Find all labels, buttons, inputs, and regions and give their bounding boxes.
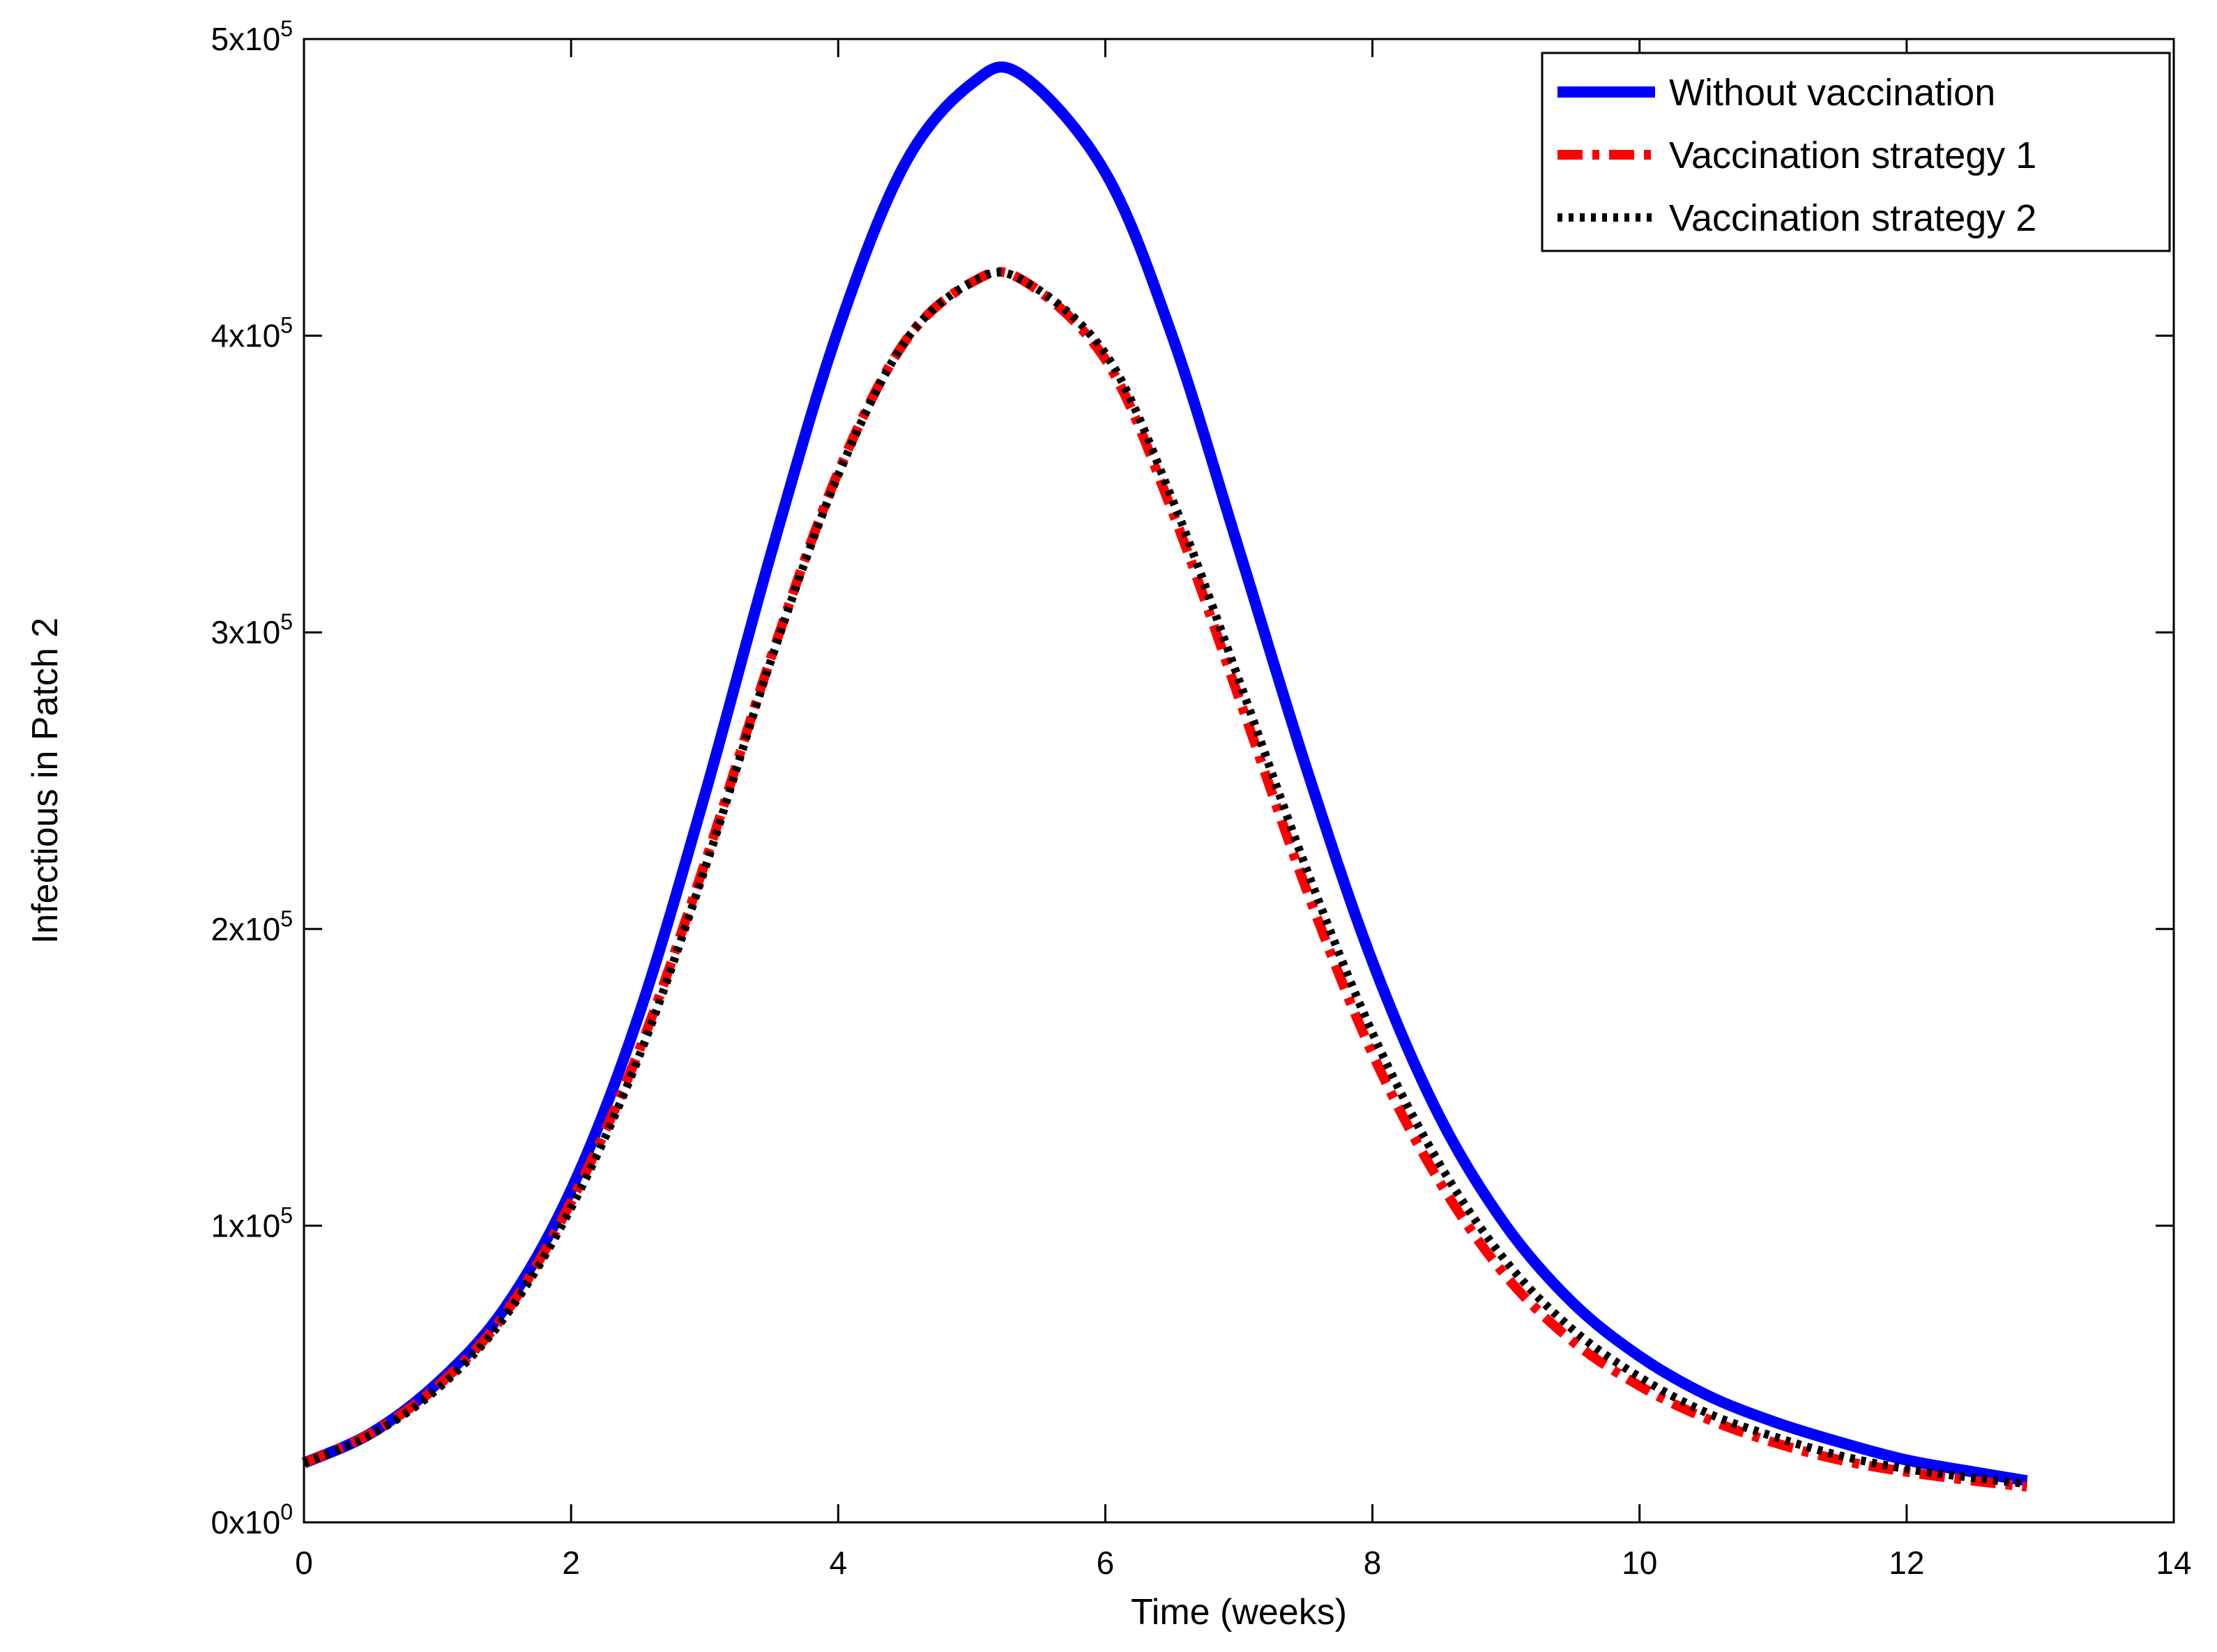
plot-frame <box>303 38 2175 1524</box>
x-tick-label: 12 <box>1889 1545 1924 1581</box>
x-tick-label: 10 <box>1622 1545 1657 1581</box>
axes-layer: 0 2 4 6 8 10 12 14 0x100 1x105 2x105 3x105 4x105 5x10… <box>211 16 2191 1581</box>
x-tick-label: 2 <box>562 1545 580 1581</box>
legend-label-1: Without vaccination <box>1669 72 1995 114</box>
legend-label-3: Vaccination strategy 2 <box>1669 197 2036 239</box>
x-tick-label: 14 <box>2156 1545 2191 1581</box>
x-axis-label: Time (weeks) <box>1131 1592 1347 1632</box>
legend: Without vaccination Vaccination strategy … <box>1541 52 2171 252</box>
y-axis-label: Infectious in Patch 2 <box>25 618 66 944</box>
x-tick-label: 0 <box>295 1545 313 1581</box>
series-layer <box>301 61 2028 1492</box>
y-tick-label: 3x105 <box>211 609 293 650</box>
series-line-3 <box>302 268 2027 1488</box>
series-line-2 <box>302 266 2028 1492</box>
legend-label-2: Vaccination strategy 1 <box>1669 135 2036 176</box>
y-tick-label: 5x105 <box>211 16 293 57</box>
x-tick-label: 6 <box>1097 1545 1115 1581</box>
y-tick-label: 4x105 <box>211 313 293 354</box>
y-tick-label: 1x105 <box>211 1202 293 1244</box>
series-line-1 <box>301 61 2028 1487</box>
y-tick-label: 2x105 <box>211 906 293 947</box>
x-tick-label: 8 <box>1364 1545 1382 1581</box>
y-tick-label: 0x100 <box>211 1499 293 1540</box>
x-tick-label: 4 <box>829 1545 847 1581</box>
